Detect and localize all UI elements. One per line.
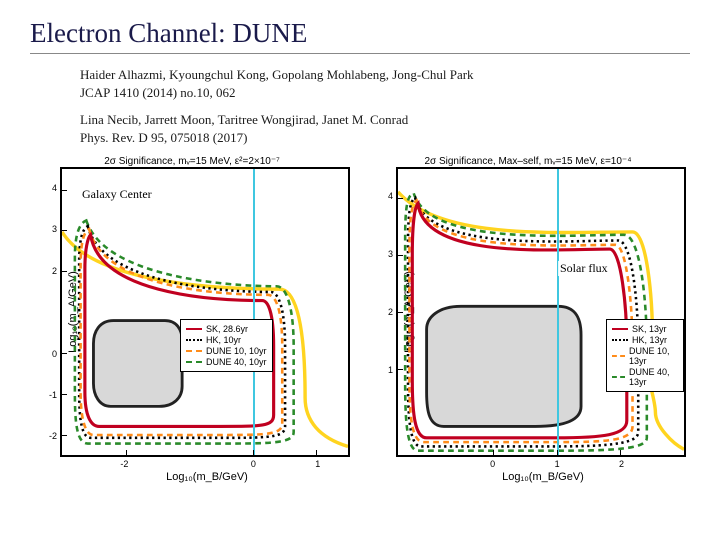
xtick: -2 [120,459,128,469]
legend-item: DUNE 10, 10yr [186,346,267,356]
references: Haider Alhazmi, Kyoungchul Kong, Gopolan… [80,66,690,146]
legend-item: HK, 13yr [612,335,678,345]
ytick: -1 [49,390,57,400]
chart-left-curves [62,169,348,455]
xtick: 0 [251,459,256,469]
legend-item: SK, 28.6yr [186,324,267,334]
chart-left-vline [253,169,255,455]
legend-item: DUNE 40, 10yr [186,357,267,367]
ref-1: Haider Alhazmi, Kyoungchul Kong, Gopolan… [80,66,690,101]
ref-2-authors: Lina Necib, Jarrett Moon, Taritree Wongj… [80,111,690,129]
chart-right-plot: Log₁₀(m_A/GeV) Solar flux SK, 13yrHK, 13… [396,167,686,457]
ytick: 0 [52,349,57,359]
chart-right-curves [398,169,684,455]
ref-1-authors: Haider Alhazmi, Kyoungchul Kong, Gopolan… [80,66,690,84]
ytick: 2 [52,266,57,276]
legend-item: DUNE 10, 13yr [612,346,678,366]
ytick: 2 [388,307,393,317]
page-title: Electron Channel: DUNE [30,18,690,54]
chart-right-annot: Solar flux [558,261,610,276]
legend-item: DUNE 40, 13yr [612,367,678,387]
xtick: 2 [619,459,624,469]
chart-right-vline [557,169,559,455]
ref-1-cite: JCAP 1410 (2014) no.10, 062 [80,84,690,102]
chart-right-title: 2σ Significance, Max–self, mᵥ=15 MeV, ε=… [366,156,690,167]
ytick: 3 [52,224,57,234]
chart-left-legend: SK, 28.6yrHK, 10yrDUNE 10, 10yrDUNE 40, … [180,319,273,372]
ref-2: Lina Necib, Jarrett Moon, Taritree Wongj… [80,111,690,146]
chart-right-legend: SK, 13yrHK, 13yrDUNE 10, 13yrDUNE 40, 13… [606,319,684,392]
chart-right: 2σ Significance, Max–self, mᵥ=15 MeV, ε=… [366,156,690,483]
ytick: 1 [388,365,393,375]
ytick: 4 [388,191,393,201]
xtick: 0 [490,459,495,469]
chart-left: 2σ Significance, mᵥ=15 MeV, ε²=2×10⁻⁷ Lo… [30,156,354,483]
ytick: 3 [388,249,393,259]
chart-left-annot: Galaxy Center [80,187,154,202]
xtick: 1 [315,459,320,469]
xtick: 1 [555,459,560,469]
chart-left-plot: Log₁₀(m_A/GeV) Galaxy Center SK, 28.6yrH… [60,167,350,457]
legend-item: HK, 10yr [186,335,267,345]
chart-right-xlabel: Log₁₀(m_B/GeV) [396,471,690,483]
legend-item: SK, 13yr [612,324,678,334]
ytick: -2 [49,431,57,441]
chart-left-title: 2σ Significance, mᵥ=15 MeV, ε²=2×10⁻⁷ [30,156,354,167]
chart-left-xlabel: Log₁₀(m_B/GeV) [60,471,354,483]
charts-row: 2σ Significance, mᵥ=15 MeV, ε²=2×10⁻⁷ Lo… [30,156,690,483]
ytick: 4 [52,183,57,193]
ref-2-cite: Phys. Rev. D 95, 075018 (2017) [80,129,690,147]
